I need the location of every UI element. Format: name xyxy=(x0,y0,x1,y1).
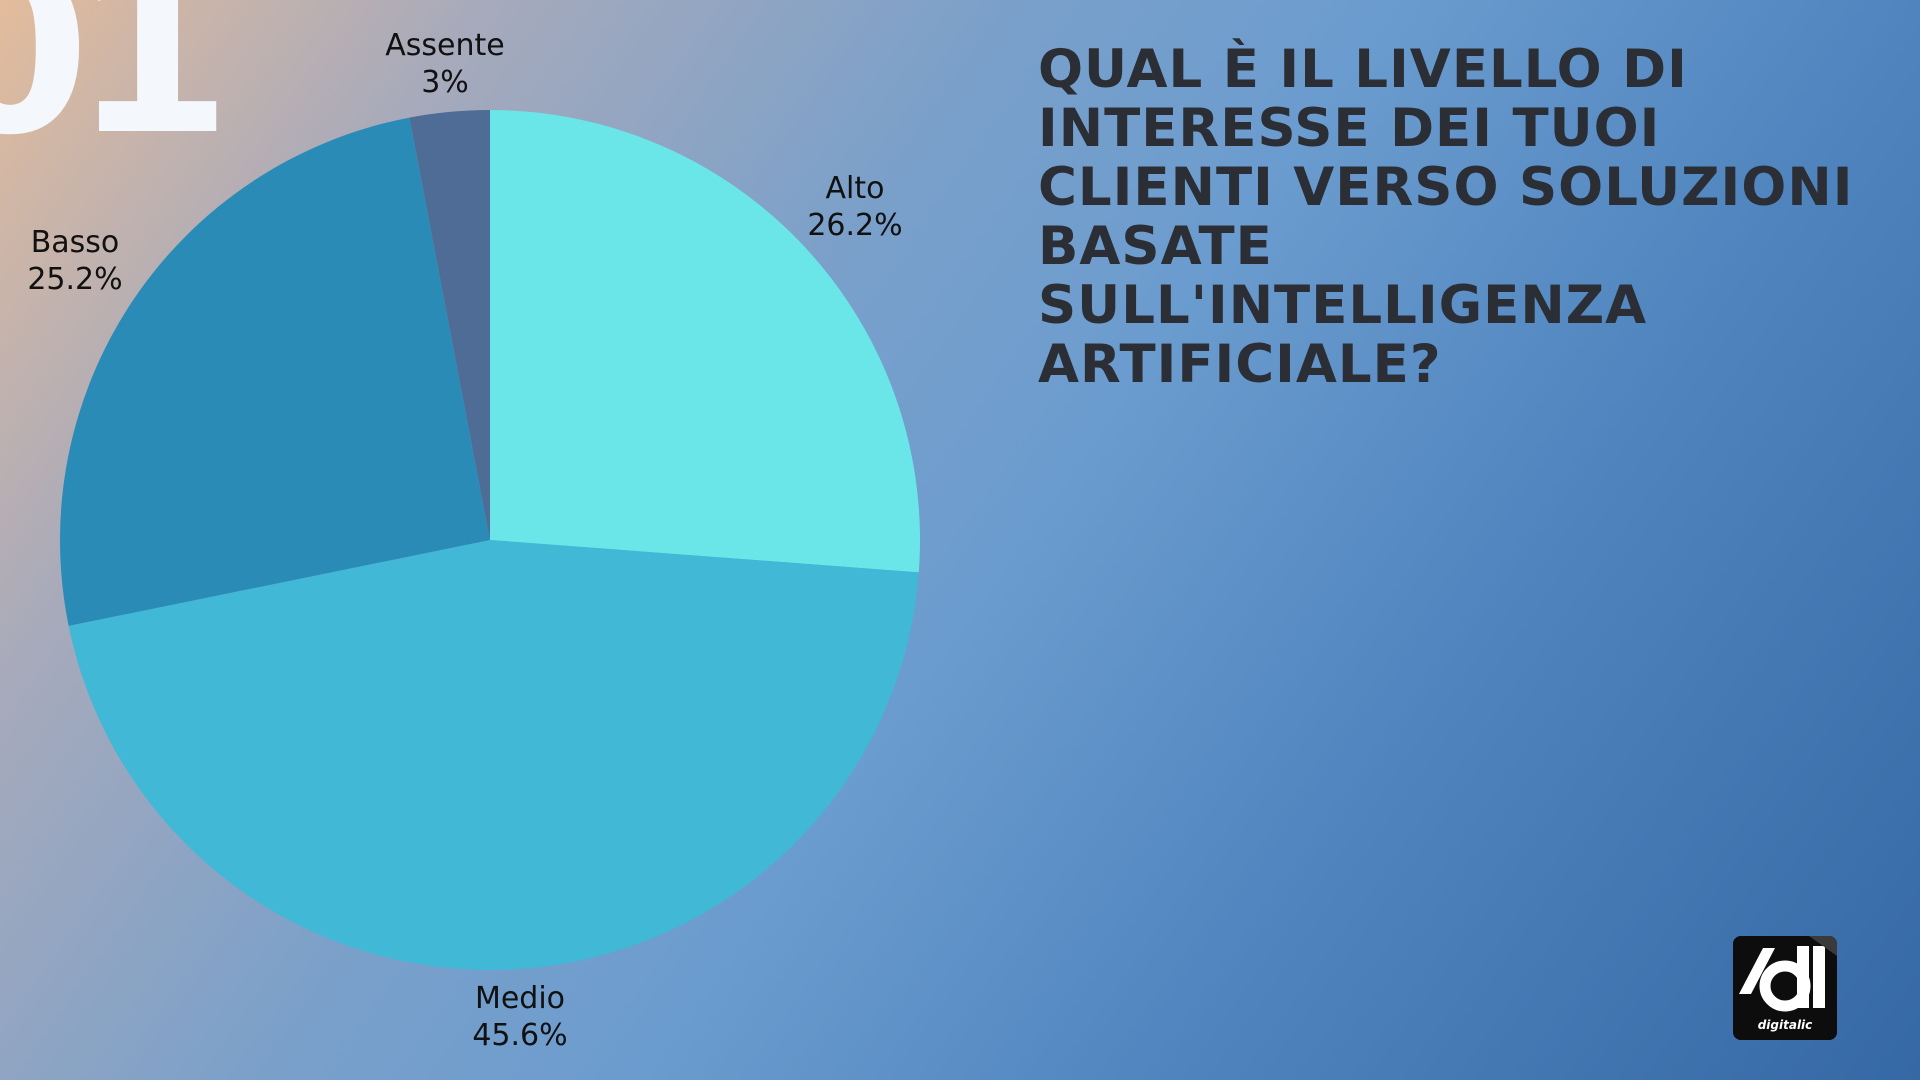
logo-mark-icon xyxy=(1733,936,1837,1040)
slide-number: 01 xyxy=(0,0,232,186)
pie-label-medio: Medio xyxy=(475,981,565,1016)
digitalic-logo: digitalic xyxy=(1733,936,1837,1040)
pie-label-basso: Basso xyxy=(31,225,120,260)
pie-value-basso: 25.2% xyxy=(27,262,122,297)
pie-value-alto: 26.2% xyxy=(807,208,902,243)
pie-label-alto: Alto xyxy=(826,171,885,206)
logo-text: digitalic xyxy=(1757,1018,1813,1032)
pie-slices xyxy=(60,110,920,970)
pie-value-assente: 3% xyxy=(421,65,469,100)
pie-value-medio: 45.6% xyxy=(472,1018,567,1053)
pie-slice-assente xyxy=(409,110,490,540)
pie-slice-medio xyxy=(68,540,919,970)
pie-slice-alto xyxy=(490,110,920,573)
question-title: QUAL È IL LIVELLO DI INTERESSE DEI TUOI … xyxy=(1038,39,1854,395)
pie-slice-basso xyxy=(60,117,491,626)
pie-label-assente: Assente xyxy=(385,28,504,63)
